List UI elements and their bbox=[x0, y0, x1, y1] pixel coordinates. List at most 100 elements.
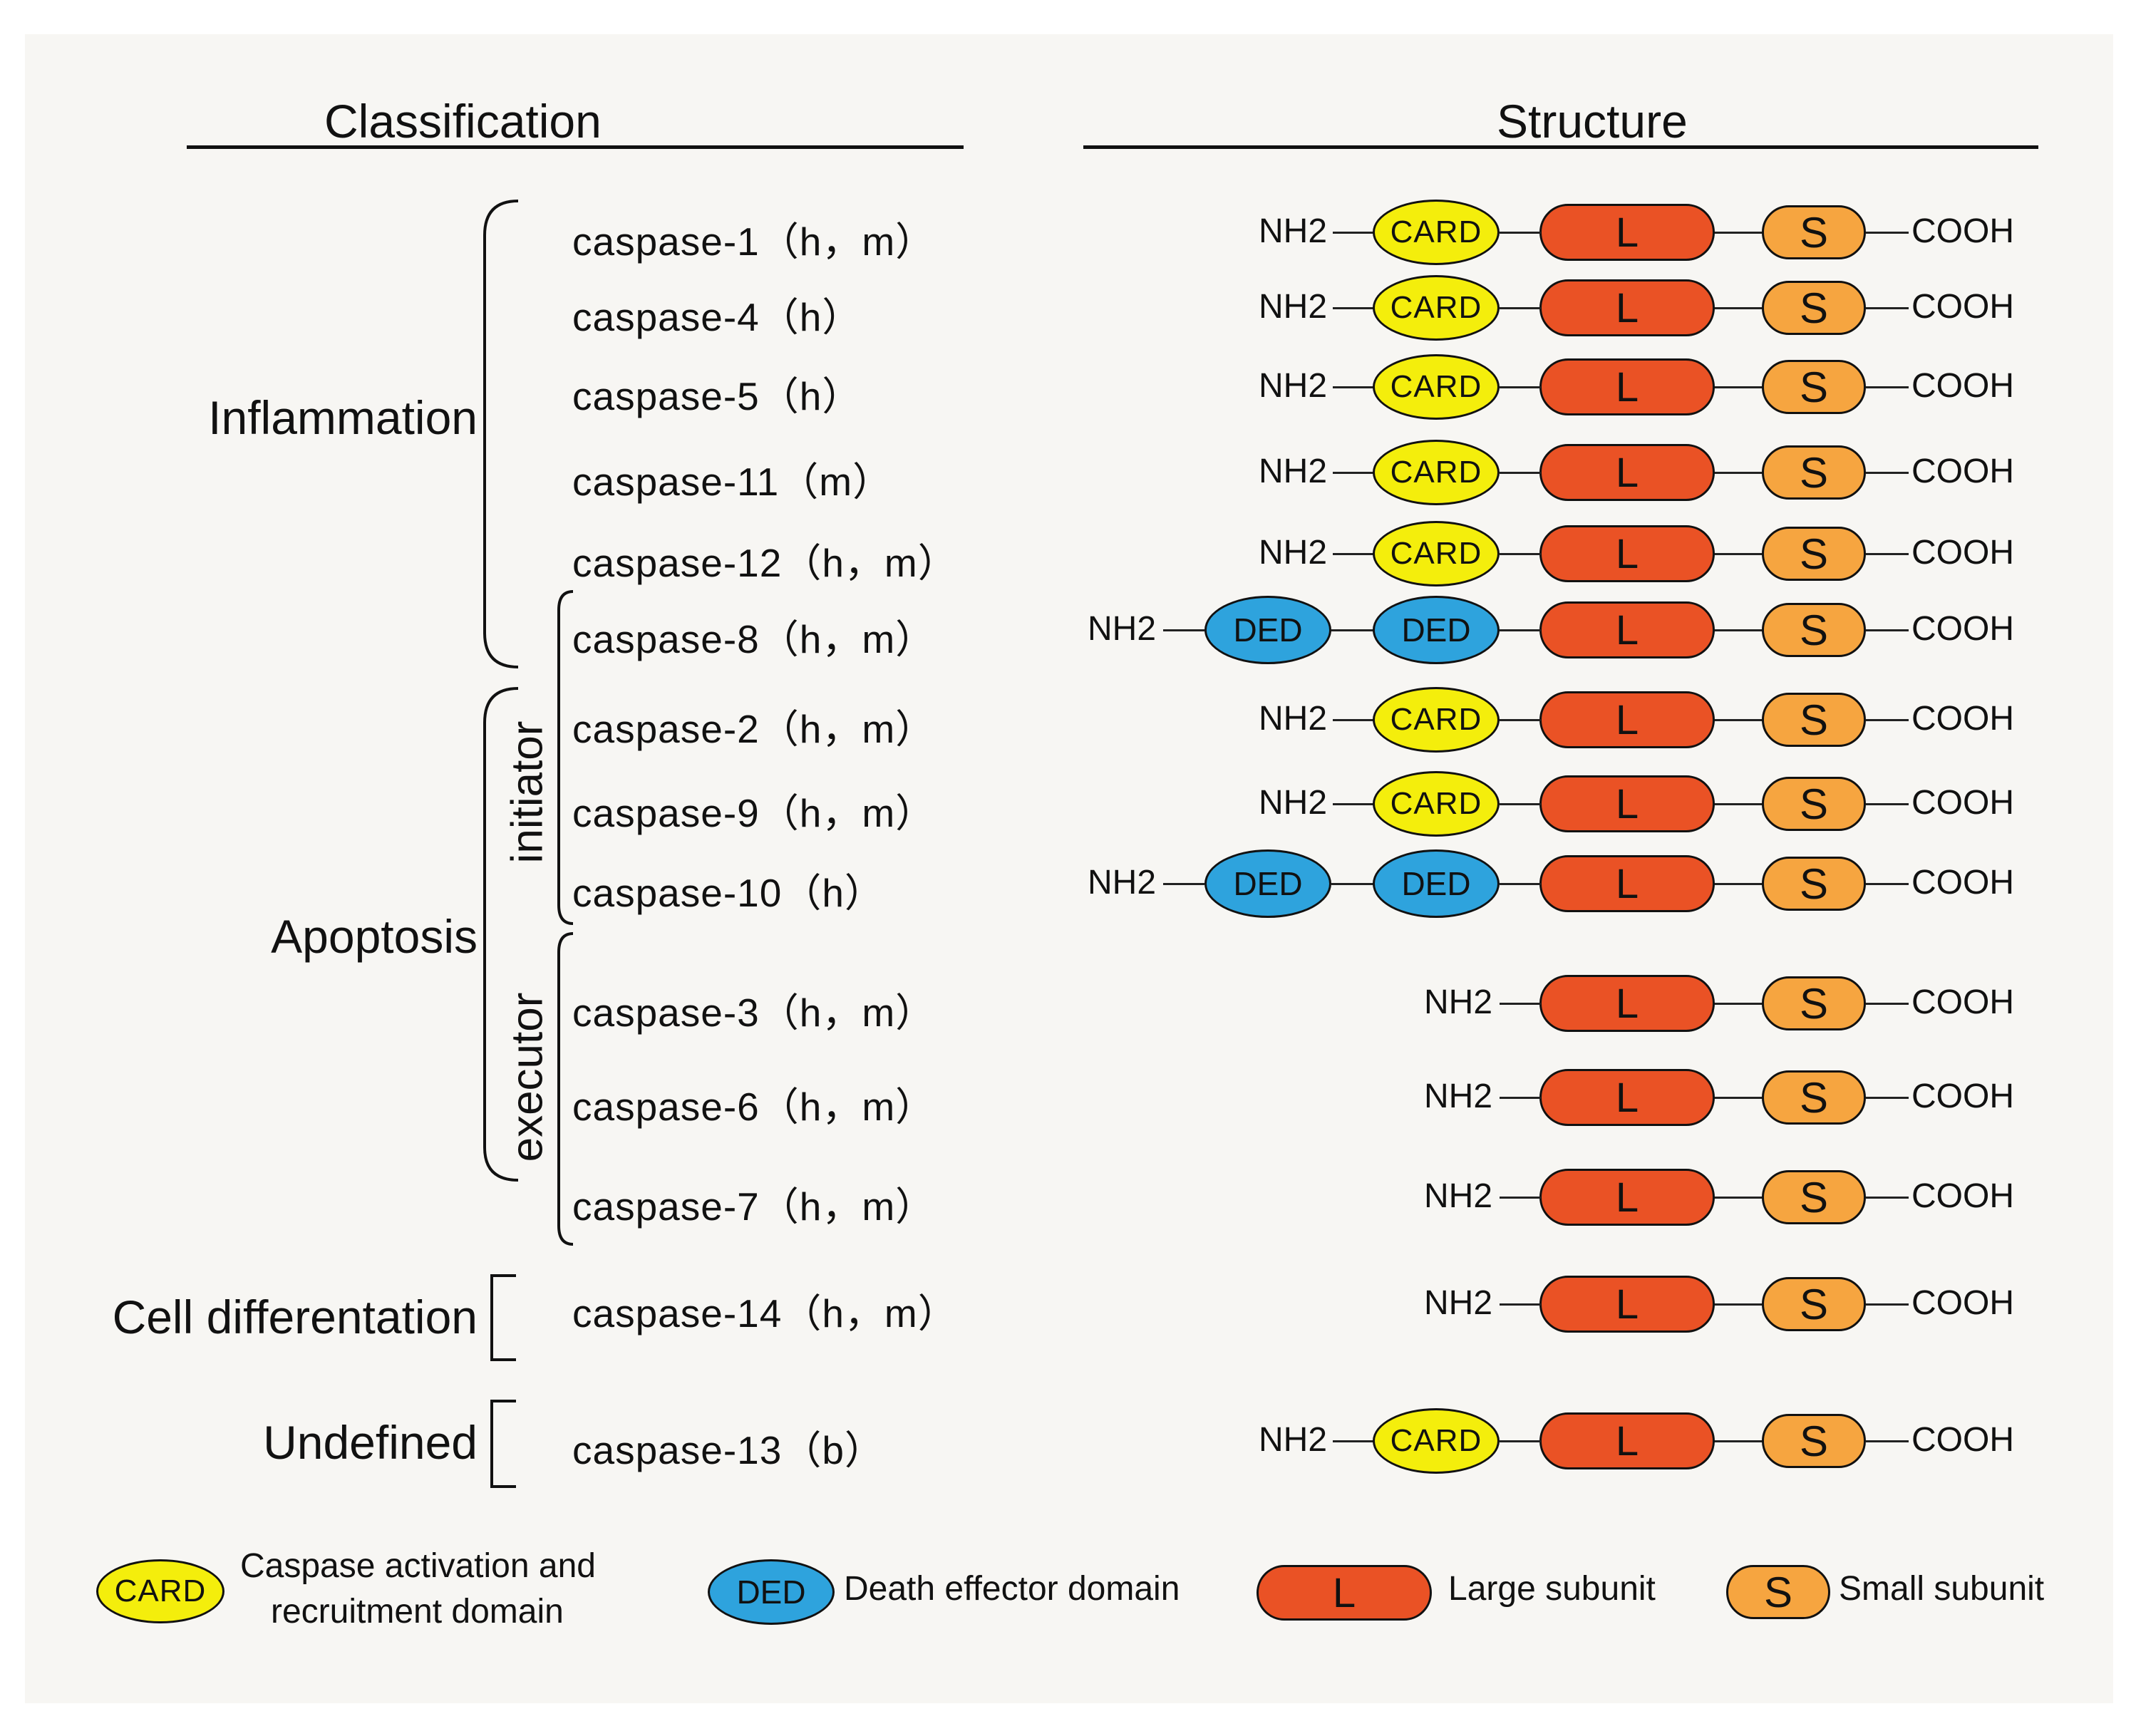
card-domain: CARD bbox=[1373, 440, 1500, 505]
connector bbox=[1500, 719, 1541, 721]
caspase-label: caspase-2（h，m） bbox=[572, 707, 936, 751]
connector bbox=[1500, 1097, 1541, 1099]
connector bbox=[1333, 472, 1376, 474]
small-subunit: S bbox=[1762, 857, 1866, 911]
caspase-label: caspase-1（h，m） bbox=[572, 219, 936, 264]
small-subunit: S bbox=[1762, 1170, 1866, 1224]
small-subunit: S bbox=[1762, 527, 1866, 581]
cooh-terminal: COOH bbox=[1911, 1177, 2014, 1215]
legend-ded-icon: DED bbox=[708, 1559, 835, 1625]
connector bbox=[1866, 883, 1909, 885]
connector bbox=[1866, 1003, 1909, 1005]
large-subunit: L bbox=[1539, 279, 1715, 336]
large-subunit: L bbox=[1539, 975, 1715, 1032]
caspase-label: caspase-13（b） bbox=[572, 1428, 884, 1472]
connector bbox=[1866, 472, 1909, 474]
nh2-terminal: NH2 bbox=[1424, 1078, 1493, 1115]
connector bbox=[1866, 386, 1909, 388]
connector bbox=[1500, 803, 1541, 805]
large-subunit: L bbox=[1539, 775, 1715, 832]
group-cell-differentiation: Cell differentation bbox=[112, 1291, 478, 1343]
cooh-terminal: COOH bbox=[1911, 453, 2014, 490]
connector bbox=[1866, 719, 1909, 721]
card-domain: CARD bbox=[1373, 771, 1500, 837]
cooh-terminal: COOH bbox=[1911, 610, 2014, 648]
connector bbox=[1500, 232, 1541, 234]
caspase-label: caspase-6（h，m） bbox=[572, 1085, 936, 1129]
connector bbox=[1331, 883, 1374, 885]
large-subunit: L bbox=[1539, 691, 1715, 748]
small-subunit: S bbox=[1762, 777, 1866, 831]
caspase-label: caspase-7（h，m） bbox=[572, 1184, 936, 1229]
caspase-label: caspase-4（h） bbox=[572, 295, 862, 339]
initiator-brace bbox=[557, 590, 574, 925]
structure-rule bbox=[1083, 145, 2038, 149]
connector bbox=[1500, 1303, 1541, 1306]
connector bbox=[1866, 803, 1909, 805]
legend-small-icon: S bbox=[1726, 1565, 1830, 1619]
nh2-terminal: NH2 bbox=[1259, 367, 1328, 405]
caspase-label: caspase-10（h） bbox=[572, 871, 884, 915]
cooh-terminal: COOH bbox=[1911, 534, 2014, 572]
group-apoptosis: Apoptosis bbox=[271, 910, 478, 963]
card-domain: CARD bbox=[1373, 1408, 1500, 1474]
large-subunit: L bbox=[1539, 1169, 1715, 1226]
cooh-terminal: COOH bbox=[1911, 864, 2014, 901]
connector bbox=[1500, 1440, 1541, 1442]
executor-brace bbox=[557, 932, 574, 1246]
connector bbox=[1866, 1303, 1909, 1306]
connector bbox=[1331, 629, 1374, 631]
connector bbox=[1333, 803, 1376, 805]
connector bbox=[1500, 883, 1541, 885]
caspase-label: caspase-8（h，m） bbox=[572, 617, 936, 661]
nh2-terminal: NH2 bbox=[1259, 784, 1328, 822]
connector bbox=[1866, 1197, 1909, 1199]
large-subunit: L bbox=[1539, 204, 1715, 261]
ded-domain: DED bbox=[1373, 596, 1500, 664]
group-inflammation: Inflammation bbox=[208, 391, 478, 444]
classification-header: Classification bbox=[324, 95, 602, 148]
connector bbox=[1500, 472, 1541, 474]
connector bbox=[1163, 883, 1204, 885]
ded-domain: DED bbox=[1204, 596, 1331, 664]
caspase-label: caspase-12（h，m） bbox=[572, 541, 958, 585]
large-subunit: L bbox=[1539, 444, 1715, 501]
cooh-terminal: COOH bbox=[1911, 700, 2014, 738]
legend-card-label-2: recruitment domain bbox=[271, 1593, 564, 1631]
nh2-terminal: NH2 bbox=[1424, 983, 1493, 1021]
legend-ded-label: Death effector domain bbox=[844, 1570, 1180, 1608]
apoptosis-brace bbox=[483, 687, 519, 1182]
small-subunit: S bbox=[1762, 281, 1866, 335]
nh2-terminal: NH2 bbox=[1259, 700, 1328, 738]
connector bbox=[1163, 629, 1204, 631]
legend-card-label-1: Caspase activation and bbox=[240, 1547, 596, 1585]
cooh-terminal: COOH bbox=[1911, 1421, 2014, 1459]
connector bbox=[1500, 1197, 1541, 1199]
large-subunit: L bbox=[1539, 1069, 1715, 1126]
small-subunit: S bbox=[1762, 360, 1866, 414]
large-subunit: L bbox=[1539, 1276, 1715, 1333]
caspase-label: caspase-3（h，m） bbox=[572, 991, 936, 1035]
small-subunit: S bbox=[1762, 603, 1866, 657]
cell-diff-bracket bbox=[490, 1274, 516, 1361]
caspase-label: caspase-11（m） bbox=[572, 460, 893, 504]
large-subunit: L bbox=[1539, 358, 1715, 415]
caspase-label: caspase-9（h，m） bbox=[572, 791, 936, 835]
nh2-terminal: NH2 bbox=[1259, 288, 1328, 326]
small-subunit: S bbox=[1762, 205, 1866, 259]
nh2-terminal: NH2 bbox=[1088, 610, 1157, 648]
nh2-terminal: NH2 bbox=[1088, 864, 1157, 901]
legend-large-icon: L bbox=[1257, 1565, 1432, 1621]
connector bbox=[1333, 307, 1376, 309]
structure-header: Structure bbox=[1497, 95, 1688, 148]
connector bbox=[1866, 307, 1909, 309]
nh2-terminal: NH2 bbox=[1259, 534, 1328, 572]
connector bbox=[1333, 1440, 1376, 1442]
caspase-label: caspase-5（h） bbox=[572, 374, 862, 418]
connector bbox=[1866, 1097, 1909, 1099]
connector bbox=[1866, 553, 1909, 555]
cooh-terminal: COOH bbox=[1911, 784, 2014, 822]
connector bbox=[1333, 386, 1376, 388]
nh2-terminal: NH2 bbox=[1424, 1177, 1493, 1215]
